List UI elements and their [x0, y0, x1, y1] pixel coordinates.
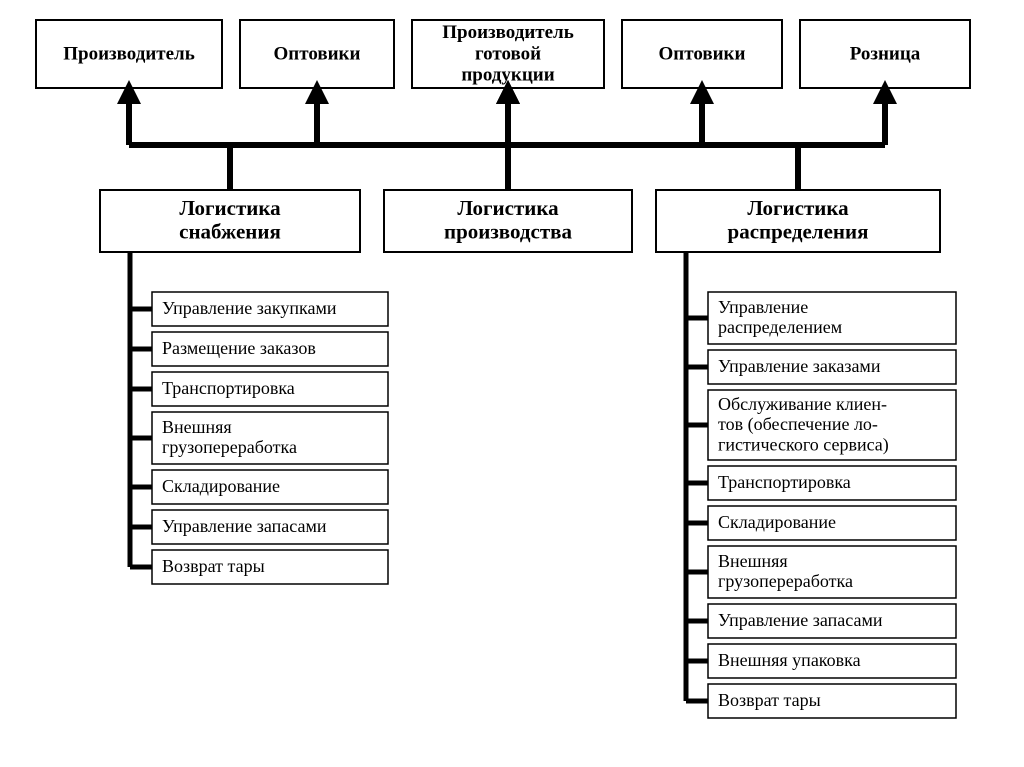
sub-item-mid3-3: Транспортировка: [708, 466, 956, 500]
sub-item-mid3-7: Внешняя упаковка: [708, 644, 956, 678]
svg-text:Производитель: Производитель: [442, 22, 574, 43]
svg-text:Управление: Управление: [718, 297, 808, 317]
svg-text:Возврат тары: Возврат тары: [162, 556, 265, 576]
svg-text:Логистика: Логистика: [179, 196, 281, 220]
top-box-top3: Производительготовойпродукции: [412, 20, 604, 88]
mid-box-mid3: Логистикараспределения: [656, 190, 940, 252]
svg-text:Управление закупками: Управление закупками: [162, 298, 337, 318]
svg-text:Размещение заказов: Размещение заказов: [162, 338, 316, 358]
sub-item-mid3-4: Складирование: [708, 506, 956, 540]
sub-item-mid3-8: Возврат тары: [708, 684, 956, 718]
svg-text:Оптовики: Оптовики: [274, 43, 361, 64]
sub-item-mid1-3: Внешняягрузопереработка: [152, 412, 388, 464]
sub-item-mid3-2: Обслуживание клиен-тов (обеспечение ло-г…: [708, 390, 956, 460]
svg-text:Оптовики: Оптовики: [659, 43, 746, 64]
svg-text:Складирование: Складирование: [162, 476, 280, 496]
mid-box-mid1: Логистикаснабжения: [100, 190, 360, 252]
svg-text:снабжения: снабжения: [179, 220, 281, 244]
svg-text:готовой: готовой: [475, 43, 541, 64]
sub-item-mid1-4: Складирование: [152, 470, 388, 504]
svg-text:Внешняя упаковка: Внешняя упаковка: [718, 650, 861, 670]
svg-text:Транспортировка: Транспортировка: [718, 472, 851, 492]
sub-item-mid1-6: Возврат тары: [152, 550, 388, 584]
sub-item-mid3-0: Управлениераспределением: [708, 292, 956, 344]
svg-text:Управление заказами: Управление заказами: [718, 356, 881, 376]
sub-item-mid3-6: Управление запасами: [708, 604, 956, 638]
svg-text:гистического сервиса): гистического сервиса): [718, 434, 889, 455]
logistics-diagram: ПроизводительОптовикиПроизводительготово…: [0, 0, 1024, 767]
svg-text:Управление запасами: Управление запасами: [718, 610, 883, 630]
sub-item-mid3-1: Управление заказами: [708, 350, 956, 384]
svg-text:распределением: распределением: [718, 317, 842, 337]
sub-item-mid1-5: Управление запасами: [152, 510, 388, 544]
svg-text:Складирование: Складирование: [718, 512, 836, 532]
svg-text:грузопереработка: грузопереработка: [162, 437, 297, 457]
svg-text:грузопереработка: грузопереработка: [718, 571, 853, 591]
svg-text:Управление запасами: Управление запасами: [162, 516, 327, 536]
top-box-top2: Оптовики: [240, 20, 394, 88]
sub-item-mid3-5: Внешняягрузопереработка: [708, 546, 956, 598]
svg-text:Розница: Розница: [850, 43, 921, 64]
svg-text:тов (обеспечение ло-: тов (обеспечение ло-: [718, 414, 878, 435]
svg-text:распределения: распределения: [728, 220, 869, 244]
svg-text:Производитель: Производитель: [63, 43, 195, 64]
sub-item-mid1-1: Размещение заказов: [152, 332, 388, 366]
svg-text:Обслуживание клиен-: Обслуживание клиен-: [718, 394, 887, 414]
svg-text:производства: производства: [444, 220, 573, 244]
sub-item-mid1-2: Транспортировка: [152, 372, 388, 406]
svg-text:Логистика: Логистика: [457, 196, 559, 220]
svg-text:продукции: продукции: [461, 65, 554, 86]
svg-text:Внешняя: Внешняя: [718, 551, 788, 571]
top-box-top4: Оптовики: [622, 20, 782, 88]
svg-text:Возврат тары: Возврат тары: [718, 690, 821, 710]
sub-item-mid1-0: Управление закупками: [152, 292, 388, 326]
svg-text:Транспортировка: Транспортировка: [162, 378, 295, 398]
svg-text:Внешняя: Внешняя: [162, 417, 232, 437]
top-box-top5: Розница: [800, 20, 970, 88]
svg-text:Логистика: Логистика: [747, 196, 849, 220]
mid-box-mid2: Логистикапроизводства: [384, 190, 632, 252]
top-box-top1: Производитель: [36, 20, 222, 88]
